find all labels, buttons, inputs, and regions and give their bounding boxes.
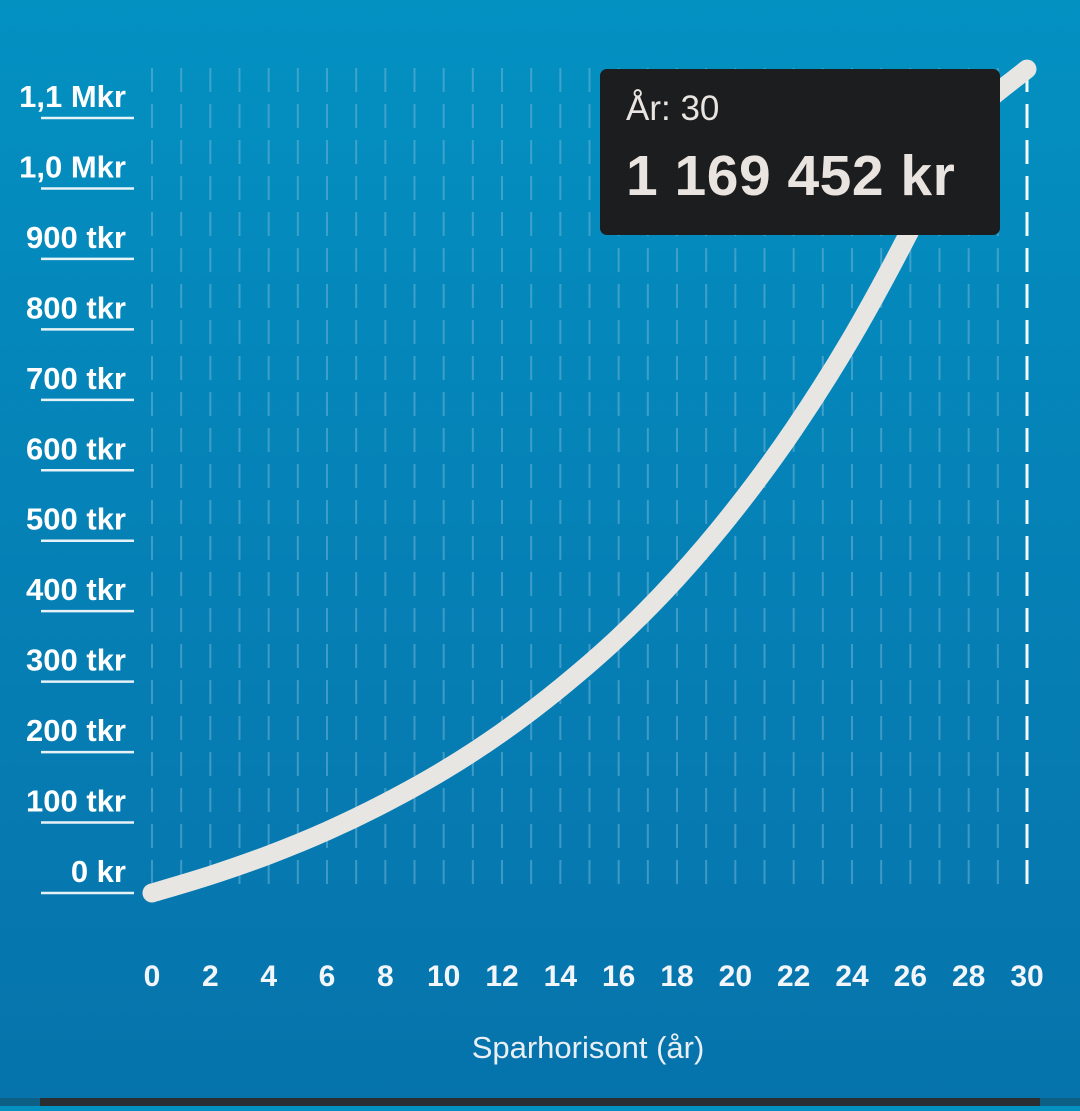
y-tick-label: 400 tkr [26, 572, 126, 607]
x-tick-label: 16 [602, 960, 635, 993]
y-tick-label: 800 tkr [26, 290, 126, 325]
tooltip-label: År: 30 [626, 89, 720, 128]
y-tick-label: 200 tkr [26, 713, 126, 748]
x-tick-label: 12 [485, 960, 518, 993]
x-tick-label: 2 [202, 960, 219, 993]
y-tick-label: 600 tkr [26, 431, 126, 466]
x-tick-label: 8 [377, 960, 394, 993]
grid-layer [151, 68, 1029, 893]
x-tick-label: 30 [1010, 960, 1043, 993]
y-axis: 0 kr 100 tkr 200 tkr 300 tkr 400 tkr 500 tkr 6… [19, 79, 134, 895]
data-tooltip: År: 30 1 169 452 kr [600, 69, 1000, 235]
y-tick-label: 100 tkr [26, 784, 126, 819]
x-axis-title: Sparhorisont (år) [472, 1030, 705, 1065]
y-tick-label: 0 kr [71, 854, 126, 889]
x-tick-label: 18 [660, 960, 693, 993]
bottom-edge-bar [0, 1098, 1080, 1106]
y-tick-label: 500 tkr [26, 502, 126, 537]
y-tick-label: 300 tkr [26, 643, 126, 678]
x-tick-label: 6 [319, 960, 336, 993]
x-tick-label: 22 [777, 960, 810, 993]
x-tick-label: 10 [427, 960, 460, 993]
x-axis: 0 2 4 6 8 10 12 14 16 18 20 22 24 26 28 30 [144, 960, 1044, 993]
x-tick-label: 20 [719, 960, 752, 993]
x-tick-label: 28 [952, 960, 985, 993]
x-tick-label: 26 [894, 960, 927, 993]
x-tick-label: 24 [835, 960, 869, 993]
tooltip-value: 1 169 452 kr [626, 144, 956, 208]
y-tick-label: 1,1 Mkr [19, 79, 126, 114]
x-tick-label: 4 [260, 960, 277, 993]
x-tick-label: 0 [144, 960, 161, 993]
y-tick-label: 1,0 Mkr [19, 149, 126, 184]
y-tick-label: 700 tkr [26, 361, 126, 396]
x-tick-label: 14 [544, 960, 578, 993]
y-tick-label: 900 tkr [26, 220, 126, 255]
